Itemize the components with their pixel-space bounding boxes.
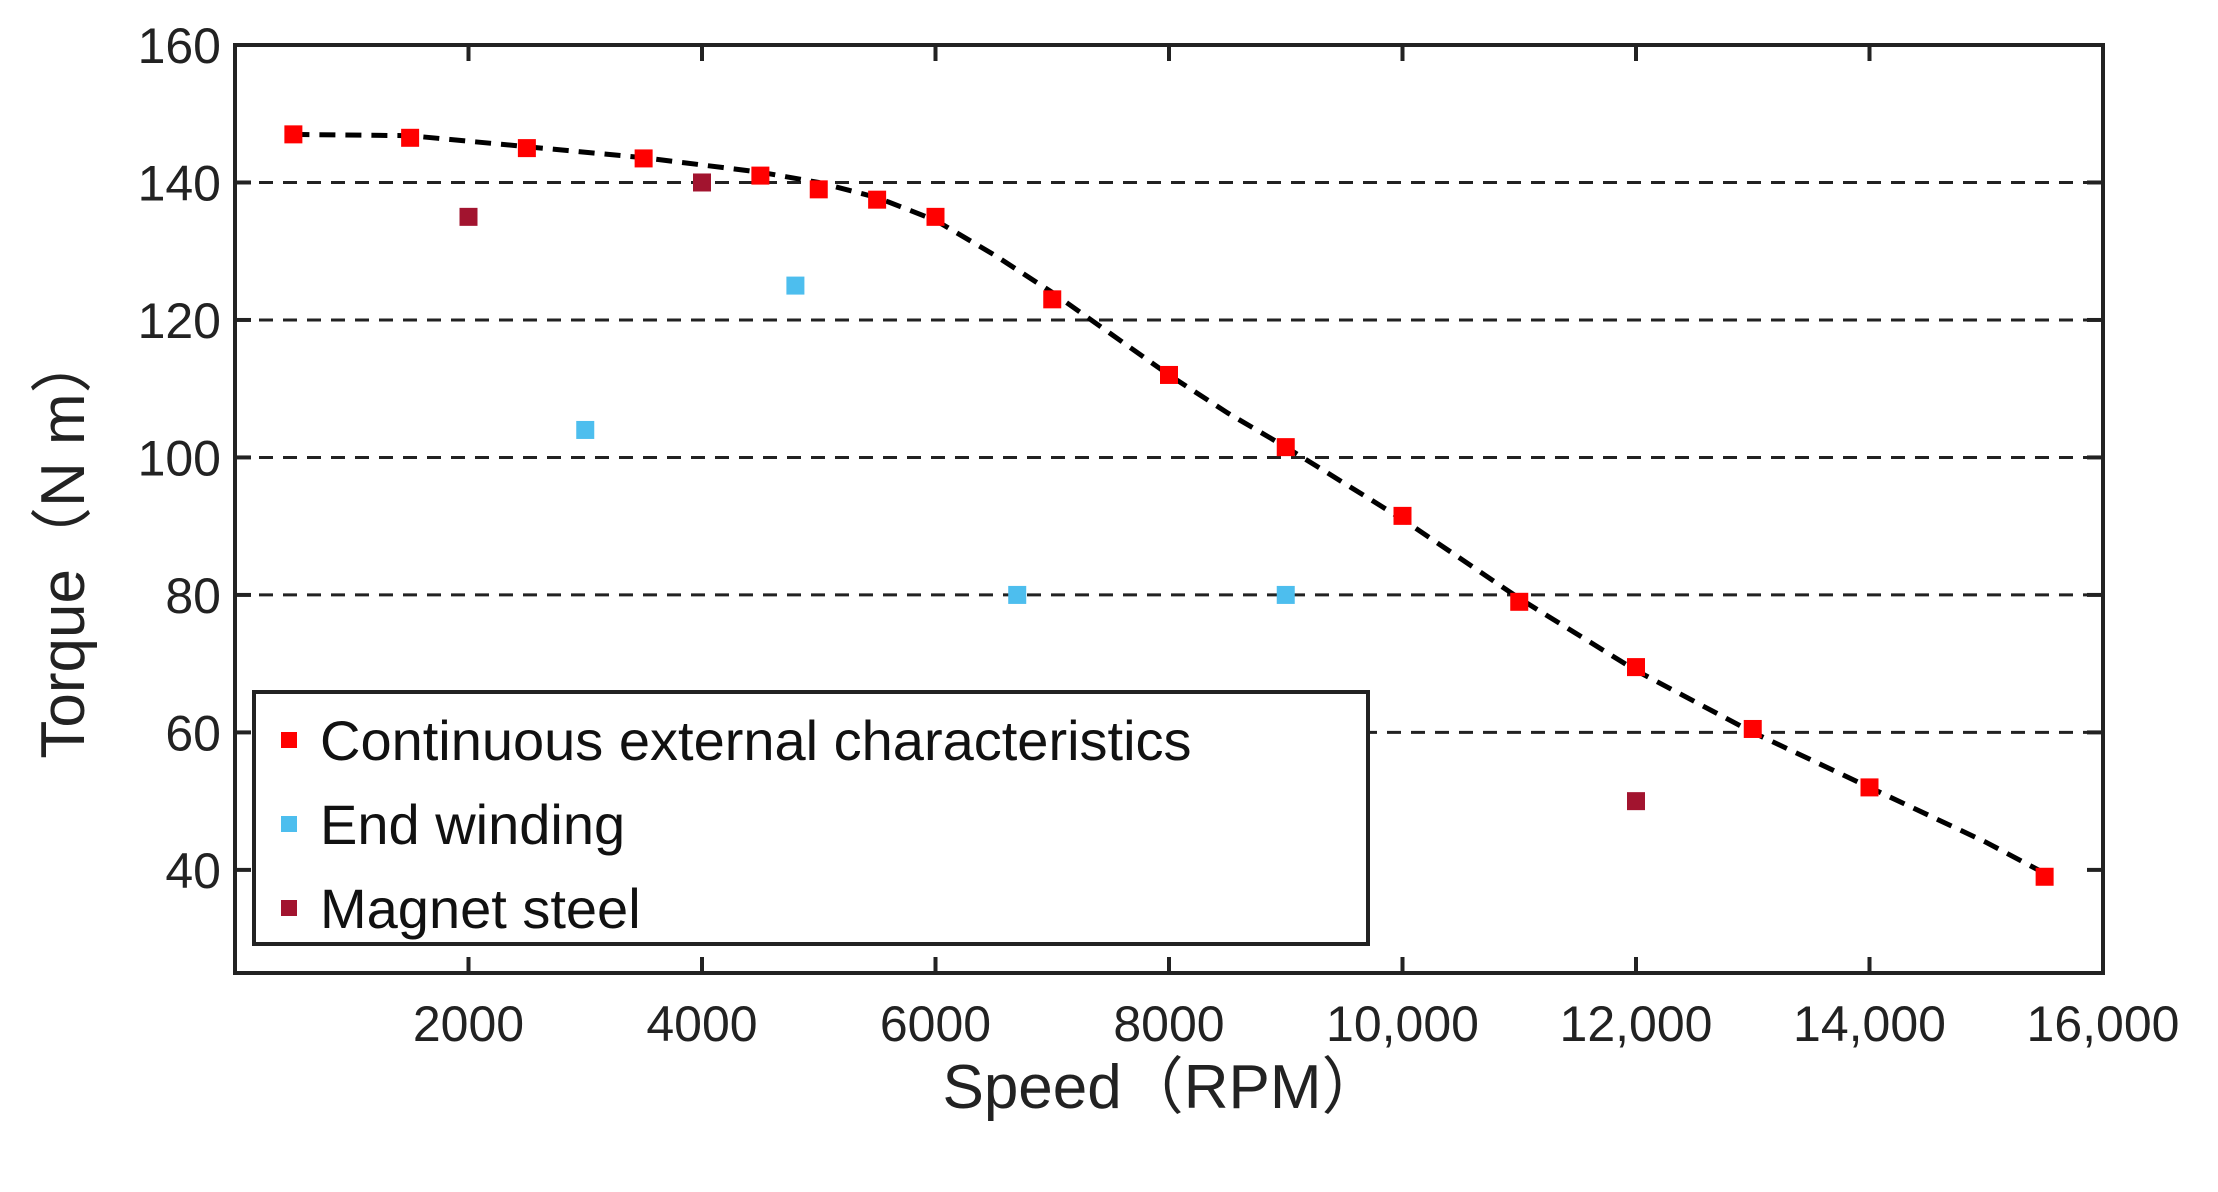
x-tick-label: 16,000 — [2027, 996, 2180, 1052]
y-tick-label: 140 — [138, 155, 221, 211]
legend-marker-1 — [281, 816, 297, 832]
legend-marker-2 — [281, 900, 297, 916]
point-series-0 — [634, 149, 653, 168]
y-tick-label: 160 — [138, 18, 221, 74]
point-series-0 — [1743, 719, 1762, 738]
x-tick-label: 4000 — [646, 996, 757, 1052]
grid-lines — [235, 180, 2103, 734]
fit-curve — [293, 131, 2046, 876]
legend-box — [252, 690, 1370, 946]
legend-marker-0 — [281, 732, 297, 748]
y-tick-label: 80 — [165, 568, 221, 624]
legend-label-2: Magnet steel — [320, 877, 641, 940]
x-tick-label: 6000 — [880, 996, 991, 1052]
point-series-0 — [751, 166, 770, 185]
point-series-0 — [1860, 778, 1879, 797]
y-tick-label: 40 — [165, 843, 221, 899]
x-tick-label: 12,000 — [1560, 996, 1713, 1052]
point-series-1 — [1276, 585, 1295, 604]
y-tick-label: 60 — [165, 705, 221, 761]
point-series-0 — [517, 139, 536, 158]
y-tick-label: 100 — [138, 430, 221, 486]
x-tick-label: 8000 — [1113, 996, 1224, 1052]
legend: Continuous external characteristics End w… — [252, 690, 1370, 946]
point-series-0 — [926, 207, 945, 226]
point-series-0 — [2035, 867, 2054, 886]
point-series-0 — [1160, 365, 1178, 384]
point-series-0 — [284, 125, 303, 144]
point-series-1 — [576, 420, 595, 439]
legend-label-0: Continuous external characteristics — [320, 709, 1192, 772]
point-series-0 — [1043, 290, 1062, 309]
point-series-0 — [1627, 658, 1645, 677]
point-series-1 — [1008, 585, 1027, 604]
point-series-2 — [459, 207, 478, 226]
x-tick-label: 10,000 — [1326, 996, 1479, 1052]
x-axis-title: Speed（RPM） — [942, 1053, 1383, 1122]
data-points — [284, 125, 2054, 886]
point-series-2 — [693, 173, 711, 192]
point-series-0 — [809, 180, 828, 199]
y-axis-title: Torque（N m） — [29, 331, 98, 758]
point-series-2 — [1627, 792, 1645, 811]
point-series-0 — [1393, 506, 1412, 525]
point-series-0 — [868, 190, 887, 209]
fit-line-dashed — [293, 131, 2046, 876]
x-tick-label: 14,000 — [1793, 996, 1946, 1052]
x-tick-label: 2000 — [413, 996, 524, 1052]
point-series-0 — [401, 128, 420, 147]
point-series-1 — [786, 276, 805, 295]
legend-label-1: End winding — [320, 793, 625, 856]
y-tick-label: 120 — [138, 293, 221, 349]
point-series-0 — [1510, 592, 1529, 611]
axis-ticks: 2000 4000 6000 8000 10,000 12,000 14,000 16,000… — [138, 18, 2180, 1052]
point-series-0 — [1276, 438, 1295, 457]
